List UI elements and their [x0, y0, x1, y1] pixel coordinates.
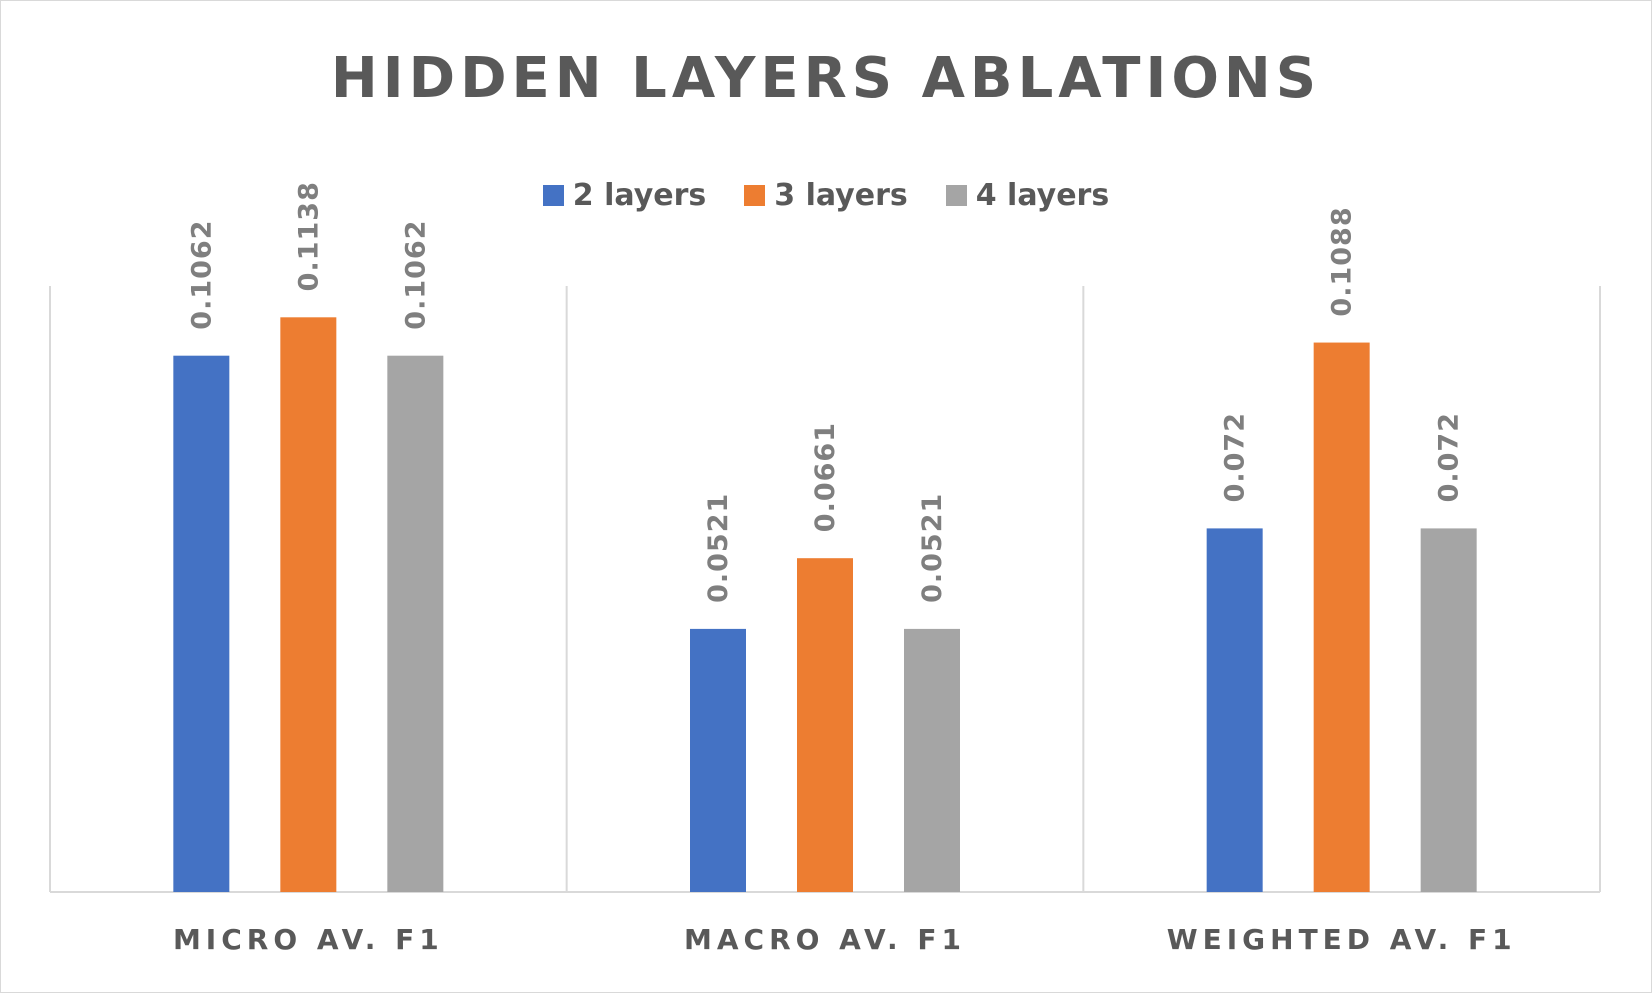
category-label: MACRO AV. F1: [684, 923, 966, 956]
bar-data-label: 0.0521: [703, 493, 734, 603]
bar-data-label: 0.0661: [810, 422, 841, 532]
bar-3-layers-1: [797, 558, 853, 892]
bar-data-label: 0.1088: [1327, 206, 1358, 316]
bar-4-layers-1: [904, 628, 960, 892]
category-label: WEIGHTED AV. F1: [1167, 923, 1517, 956]
legend-item-3-layers: 3 layers: [744, 178, 908, 213]
legend-label-2-layers: 2 layers: [572, 178, 707, 213]
bar-3-layers-2: [1313, 342, 1370, 892]
legend-swatch-3-layers: [744, 185, 766, 206]
legend-item-2-layers: 2 layers: [542, 178, 707, 213]
legend-label-3-layers: 3 layers: [774, 178, 908, 213]
bar-3-layers-0: [280, 317, 337, 892]
legend-item-4-layers: 4 layers: [945, 178, 1110, 213]
bar-2-layers-0: [173, 355, 230, 892]
bar-4-layers-0: [387, 355, 444, 892]
bar-data-label: 0.1062: [400, 219, 431, 329]
chart-title: HIDDEN LAYERS ABLATIONS: [330, 46, 1322, 111]
legend-swatch-4-layers: [945, 185, 967, 206]
legend-swatch-2-layers: [542, 185, 564, 206]
bar-data-label: 0.1138: [293, 181, 324, 291]
legend-label-4-layers: 4 layers: [975, 178, 1110, 213]
bar-data-label: 0.1062: [186, 219, 217, 329]
category-label: MICRO AV. F1: [173, 923, 444, 956]
bar-data-label: 0.072: [1434, 412, 1465, 502]
bar-data-label: 0.072: [1220, 412, 1251, 502]
bar-2-layers-2: [1206, 528, 1263, 892]
bar-data-label: 0.0521: [917, 493, 948, 603]
bar-2-layers-1: [690, 628, 746, 892]
legend: 2 layers 3 layers 4 layers: [0, 178, 1652, 213]
bar-4-layers-2: [1420, 528, 1477, 892]
